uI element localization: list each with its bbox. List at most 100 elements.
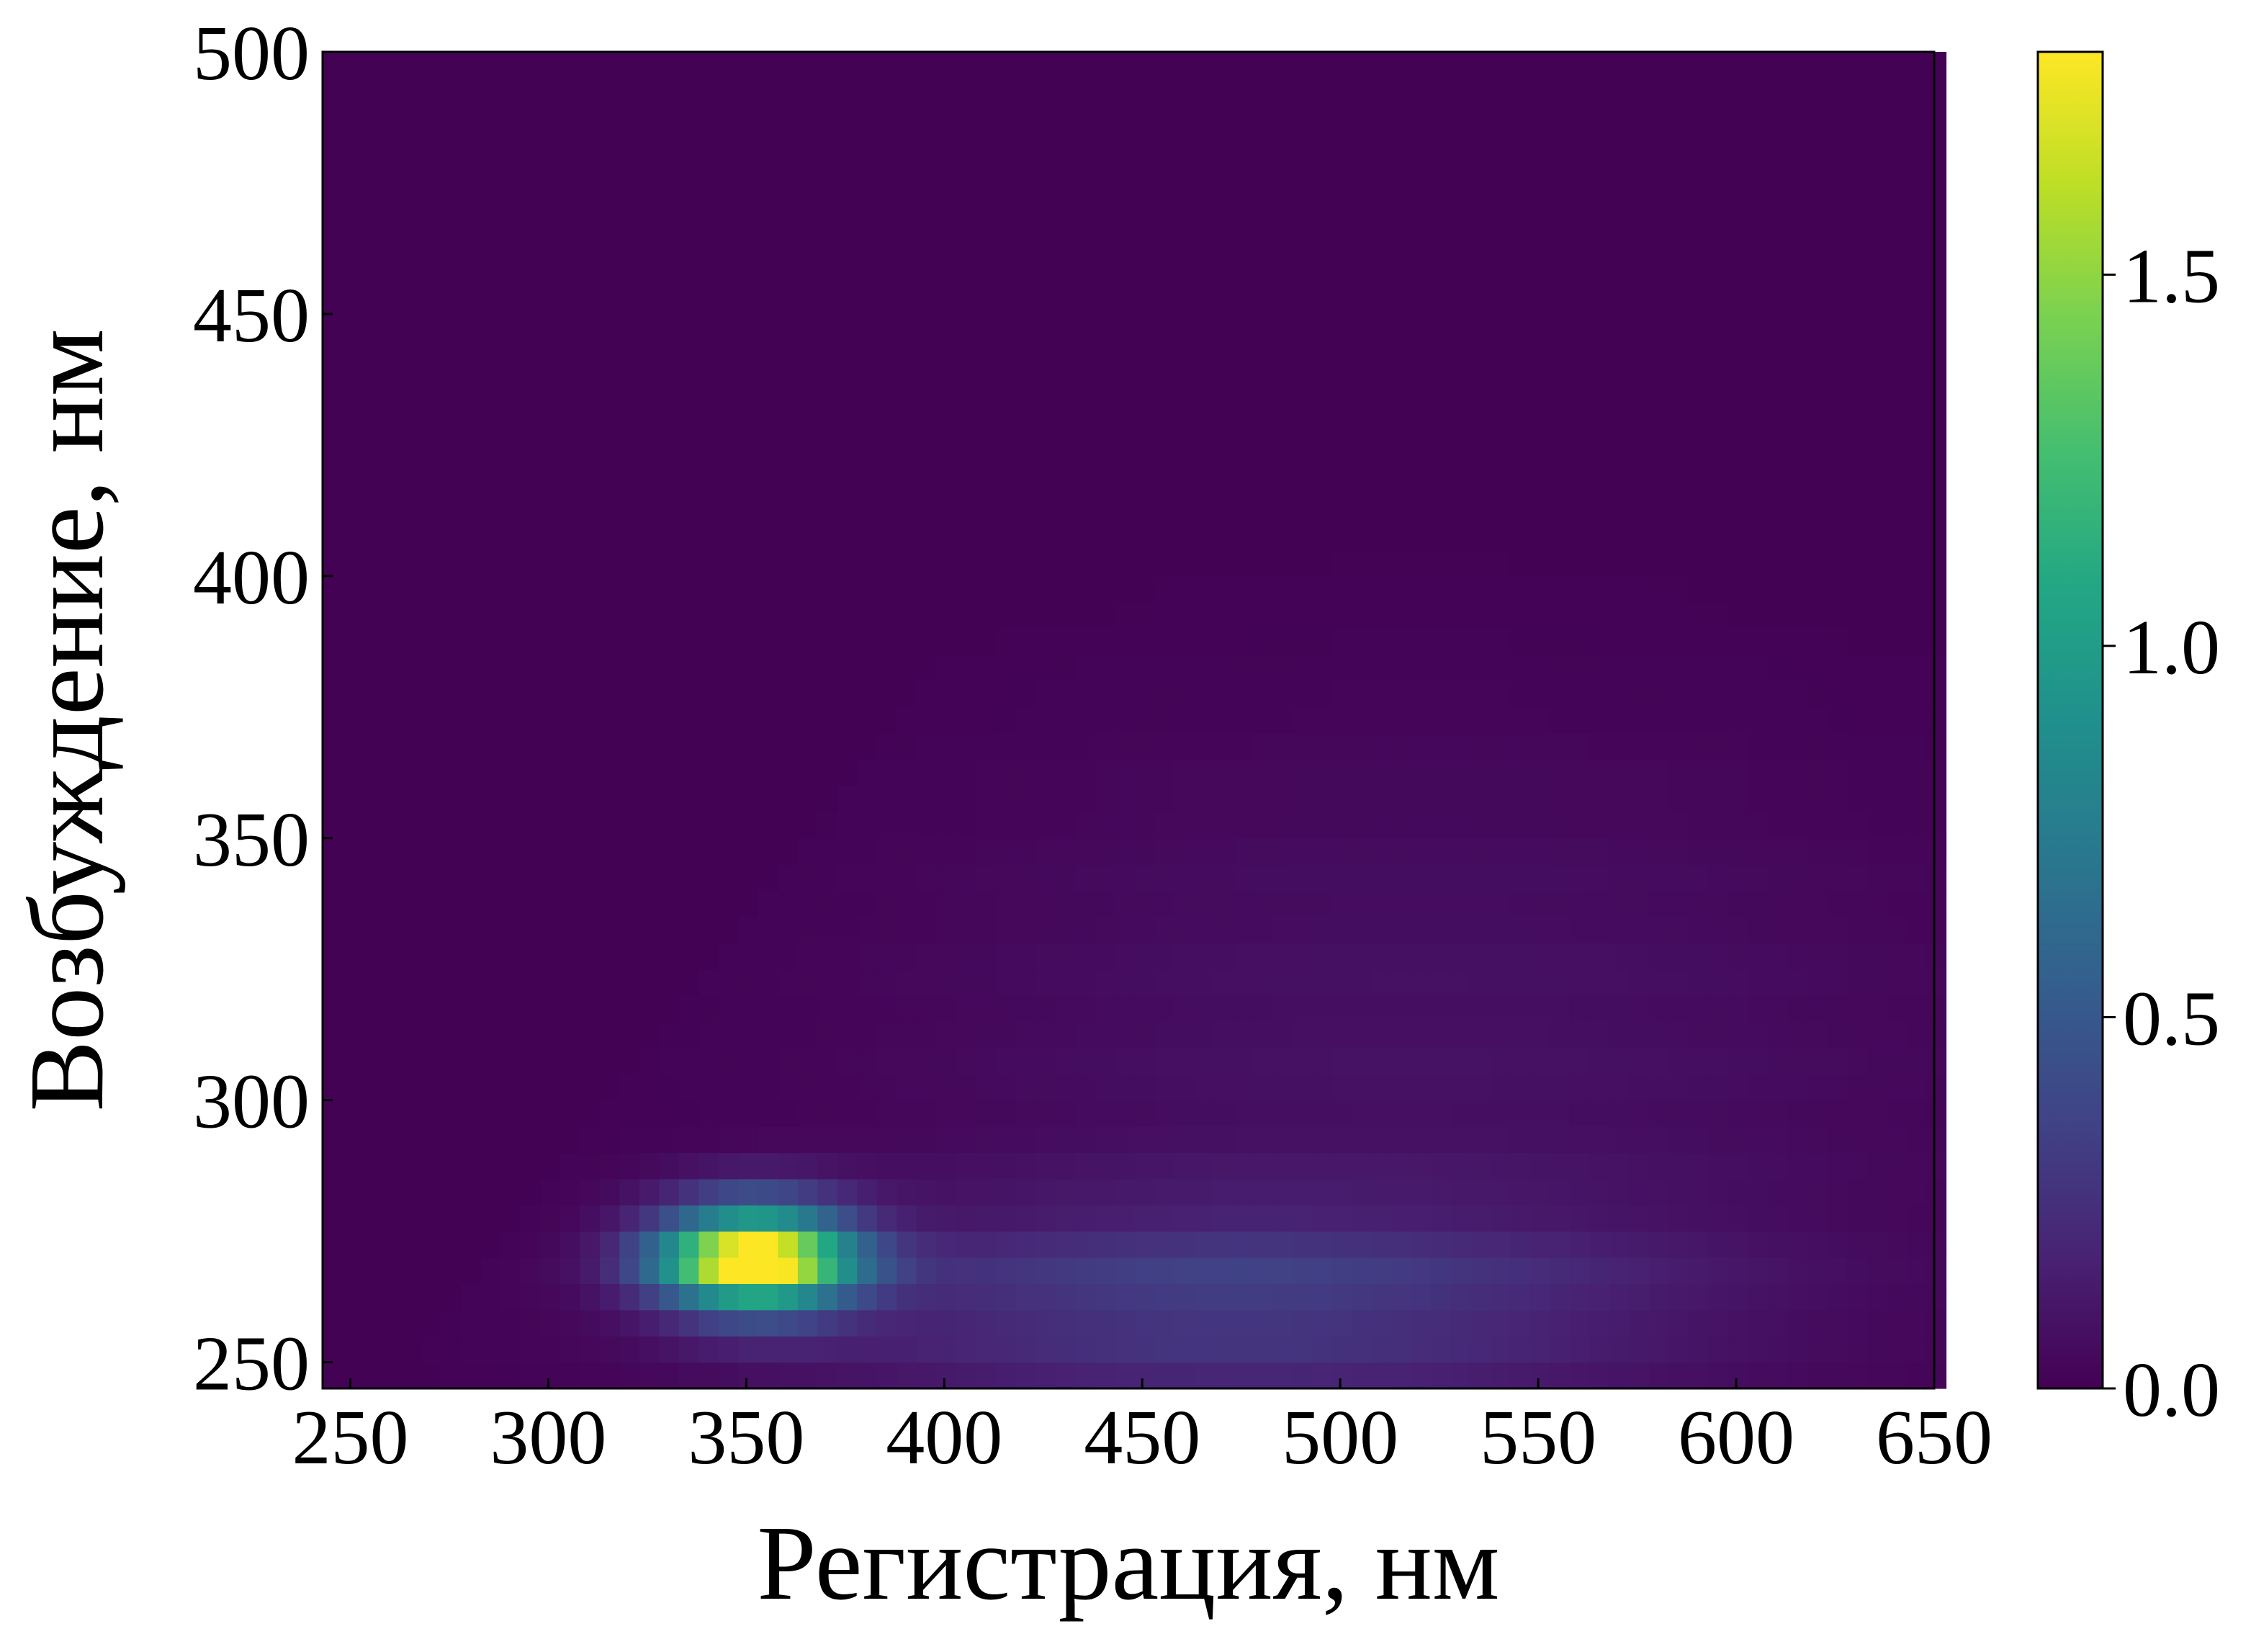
heatmap-cell	[382, 261, 403, 289]
heatmap-cell	[1035, 969, 1056, 996]
heatmap-cell	[1866, 759, 1887, 786]
heatmap-cell	[560, 183, 580, 210]
heatmap-cell	[758, 1362, 778, 1389]
heatmap-cell	[1233, 183, 1254, 210]
heatmap-cell	[678, 681, 699, 708]
heatmap-cell	[323, 786, 343, 812]
heatmap-cell	[1589, 183, 1610, 210]
heatmap-cell	[1491, 759, 1511, 786]
heatmap-cell	[1391, 681, 1412, 708]
heatmap-cell	[1827, 1336, 1848, 1363]
heatmap-cell	[461, 1231, 482, 1258]
heatmap-cell	[520, 812, 541, 839]
heatmap-cell	[540, 759, 561, 786]
heatmap-cell	[1847, 995, 1868, 1023]
heatmap-cell	[1689, 1309, 1709, 1337]
heatmap-cell	[1055, 52, 1076, 78]
heatmap-cell	[362, 235, 383, 262]
heatmap-cell	[342, 313, 363, 341]
heatmap-cell	[1827, 1047, 1848, 1074]
heatmap-cell	[1451, 890, 1472, 917]
heatmap-cell	[1015, 549, 1036, 577]
heatmap-cell	[1807, 1362, 1828, 1389]
heatmap-cell	[817, 313, 838, 341]
heatmap-cell	[1293, 838, 1313, 865]
heatmap-cell	[1253, 1309, 1274, 1337]
heatmap-cell	[382, 1047, 403, 1074]
heatmap-cell	[698, 838, 719, 865]
heatmap-cell	[1431, 786, 1452, 812]
heatmap-cell	[1926, 1309, 1947, 1337]
heatmap-cell	[876, 287, 897, 315]
heatmap-cell	[382, 156, 403, 184]
heatmap-cell	[758, 392, 778, 420]
heatmap-cell	[857, 706, 878, 734]
heatmap-cell	[481, 838, 502, 865]
heatmap-cell	[1728, 1283, 1749, 1311]
heatmap-cell	[995, 1231, 1016, 1258]
heatmap-cell	[698, 655, 719, 681]
heatmap-cell	[599, 969, 620, 996]
heatmap-cell	[1451, 1283, 1472, 1311]
heatmap-cell	[1074, 549, 1095, 577]
heatmap-cell	[678, 602, 699, 629]
heatmap-cell	[560, 602, 580, 629]
heatmap-cell	[1866, 1231, 1887, 1258]
heatmap-cell	[520, 864, 541, 892]
heatmap-cell	[1866, 1047, 1887, 1074]
heatmap-cell	[461, 392, 482, 420]
heatmap-cell	[1035, 444, 1056, 472]
heatmap-cell	[402, 786, 423, 812]
heatmap-cell	[1668, 628, 1689, 655]
heatmap-cell	[1272, 1257, 1293, 1284]
heatmap-cell	[995, 392, 1016, 420]
heatmap-cell	[1055, 681, 1076, 708]
heatmap-cell	[1293, 130, 1313, 158]
heatmap-cell	[1114, 392, 1135, 420]
heatmap-cell	[402, 1309, 423, 1337]
heatmap-cell	[1411, 1074, 1432, 1101]
heatmap-cell	[1074, 1047, 1095, 1074]
heatmap-cell	[1570, 1283, 1591, 1311]
heatmap-cell	[1510, 1283, 1531, 1311]
heatmap-cell	[500, 969, 521, 996]
heatmap-cell	[1550, 497, 1571, 524]
heatmap-cell	[1708, 78, 1729, 105]
heatmap-cell	[1154, 706, 1174, 734]
heatmap-cell	[1847, 52, 1868, 78]
heatmap-cell	[797, 104, 818, 131]
heatmap-cell	[1411, 366, 1432, 393]
heatmap-cell	[897, 366, 917, 393]
heatmap-cell	[1114, 366, 1135, 393]
heatmap-cell	[342, 444, 363, 472]
heatmap-cell	[402, 1047, 423, 1074]
heatmap-cell	[580, 733, 601, 760]
heatmap-cell	[639, 130, 660, 158]
heatmap-cell	[857, 995, 878, 1023]
heatmap-cell	[1827, 706, 1848, 734]
heatmap-cell	[342, 524, 363, 551]
heatmap-cell	[540, 78, 561, 105]
heatmap-cell	[797, 733, 818, 760]
heatmap-cell	[995, 1152, 1016, 1180]
heatmap-cell	[778, 1283, 799, 1311]
heatmap-cell	[1312, 1362, 1333, 1389]
heatmap-cell	[461, 1205, 482, 1232]
heatmap-cell	[1847, 864, 1868, 892]
heatmap-cell	[1649, 1100, 1670, 1127]
heatmap-cell	[1074, 287, 1095, 315]
heatmap-cell	[1312, 628, 1333, 655]
heatmap-cell	[876, 497, 897, 524]
heatmap-cell	[1470, 812, 1491, 839]
heatmap-cell	[500, 130, 521, 158]
heatmap-cell	[639, 156, 660, 184]
heatmap-cell	[540, 864, 561, 892]
heatmap-cell	[758, 1152, 778, 1180]
heatmap-cell	[382, 549, 403, 577]
heatmap-cell	[1074, 1309, 1095, 1337]
heatmap-cell	[936, 1205, 957, 1232]
heatmap-cell	[1609, 497, 1630, 524]
heatmap-cell	[1233, 261, 1254, 289]
heatmap-cell	[956, 575, 976, 603]
heatmap-cell	[1154, 261, 1174, 289]
